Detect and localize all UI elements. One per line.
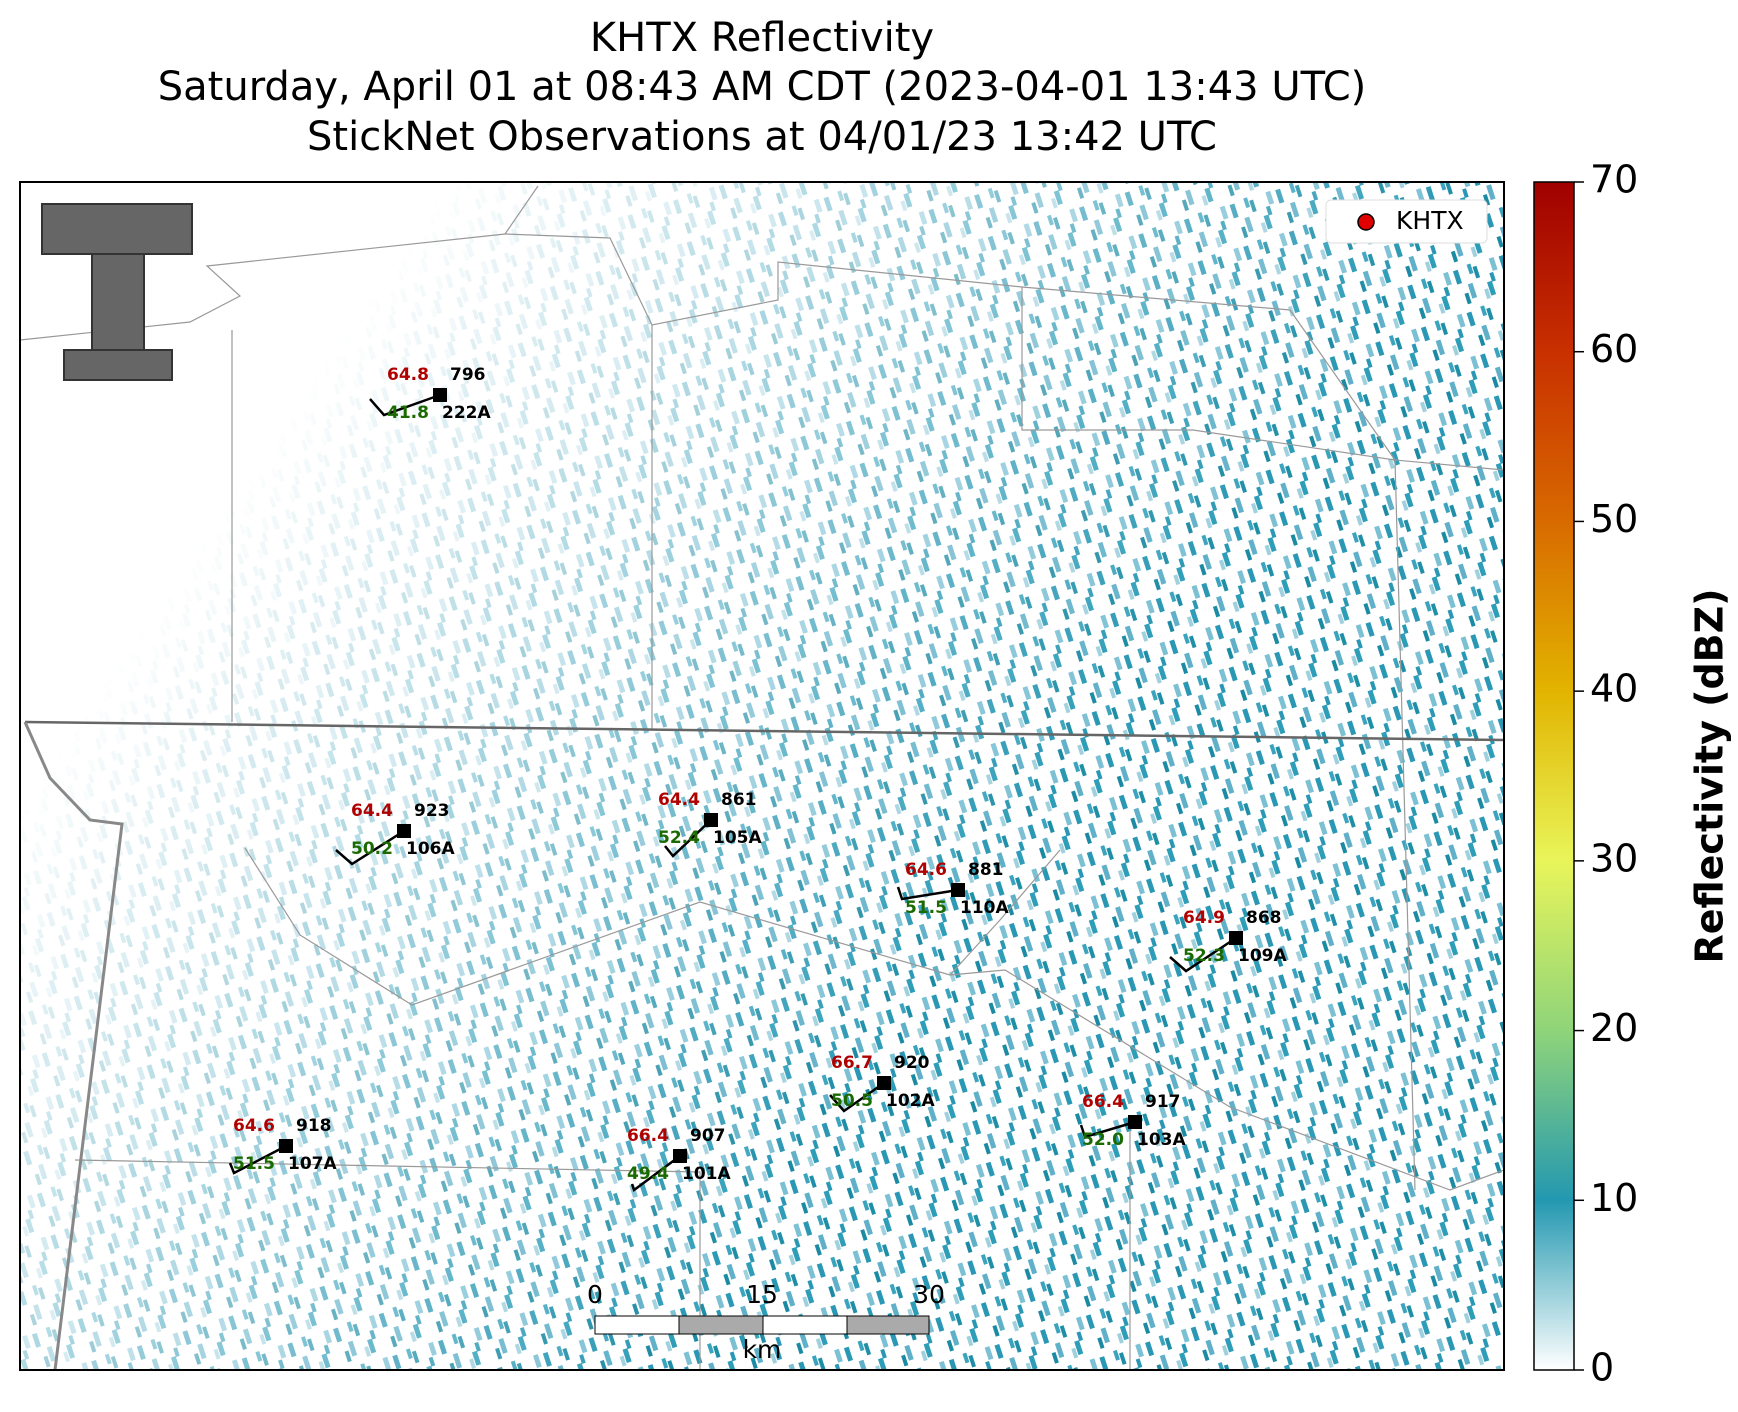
scale-unit: km bbox=[743, 1335, 782, 1364]
pressure: 868 bbox=[1246, 908, 1282, 928]
station-id: 106A bbox=[406, 839, 455, 859]
station-id: 107A bbox=[288, 1154, 337, 1174]
colorbar-tick-label: 60 bbox=[1590, 327, 1638, 371]
wind-barb bbox=[1169, 936, 1237, 973]
pressure: 918 bbox=[296, 1116, 332, 1136]
pressure: 920 bbox=[894, 1053, 930, 1073]
county-line bbox=[949, 849, 1061, 976]
station-id: 109A bbox=[1238, 946, 1287, 966]
county-line bbox=[504, 233, 1504, 471]
station-marker bbox=[397, 824, 411, 838]
station-id: 101A bbox=[682, 1164, 731, 1184]
temperature: 64.9 bbox=[1183, 908, 1225, 928]
wind-barb bbox=[369, 393, 441, 417]
map-frame bbox=[19, 181, 1505, 1371]
colorbar-tick-label: 50 bbox=[1590, 497, 1638, 541]
scale-segment bbox=[678, 1315, 764, 1335]
dewpoint: 52.0 bbox=[1082, 1130, 1124, 1150]
station-marker bbox=[433, 388, 447, 402]
dewpoint: 50.5 bbox=[831, 1091, 873, 1111]
stations: 64.8 796 41.8 222A 64.4 923 50.2 106A 64.4 861 52.… bbox=[228, 365, 1287, 1193]
colorbar-tick-label: 20 bbox=[1590, 1006, 1638, 1050]
state-line bbox=[23, 721, 124, 1370]
colorbar bbox=[1533, 181, 1575, 1371]
wind-barb bbox=[1079, 1120, 1136, 1139]
wind-barb bbox=[664, 819, 712, 858]
temperature: 64.6 bbox=[233, 1116, 275, 1136]
colorbar-tick-label: 40 bbox=[1590, 667, 1638, 711]
county-line bbox=[20, 185, 539, 341]
station-id: 110A bbox=[960, 898, 1009, 918]
colorbar-label: Reflectivity (dBZ) bbox=[1688, 588, 1732, 963]
wind-barb bbox=[228, 1144, 287, 1175]
station-id: 222A bbox=[442, 403, 491, 423]
pressure: 796 bbox=[450, 365, 486, 385]
scale-segment bbox=[762, 1315, 848, 1335]
dewpoint: 50.2 bbox=[351, 839, 393, 859]
scale-label: 30 bbox=[913, 1280, 945, 1309]
station-id: 105A bbox=[713, 828, 762, 848]
pressure: 861 bbox=[721, 790, 757, 810]
pressure: 881 bbox=[968, 860, 1004, 880]
wind-barb bbox=[630, 1154, 681, 1193]
reflectivity-field bbox=[20, 182, 1504, 1370]
pressure: 907 bbox=[690, 1126, 726, 1146]
station-marker bbox=[673, 1149, 687, 1163]
dewpoint: 52.3 bbox=[1183, 946, 1225, 966]
dewpoint: 52.4 bbox=[658, 828, 700, 848]
logo-bar bbox=[41, 203, 193, 255]
dewpoint: 51.5 bbox=[233, 1154, 275, 1174]
temperature: 64.4 bbox=[658, 790, 700, 810]
scale-bar: 0 15 30 km bbox=[587, 1280, 945, 1364]
scale-label: 0 bbox=[587, 1280, 603, 1309]
temperature: 66.4 bbox=[1082, 1092, 1124, 1112]
dewpoint: 41.8 bbox=[387, 403, 429, 423]
observation-time: StickNet Observations at 04/01/23 13:42 … bbox=[307, 114, 1217, 160]
station-id: 102A bbox=[886, 1091, 935, 1111]
dewpoint: 51.5 bbox=[905, 898, 947, 918]
logo bbox=[41, 203, 193, 381]
scale-segment bbox=[846, 1315, 930, 1335]
county-line bbox=[1021, 287, 1416, 1191]
legend-marker bbox=[1357, 213, 1375, 231]
dewpoint: 49.4 bbox=[627, 1164, 669, 1184]
temperature: 64.8 bbox=[387, 365, 429, 385]
temperature: 66.4 bbox=[627, 1126, 669, 1146]
pressure: 917 bbox=[1145, 1092, 1181, 1112]
station-marker bbox=[1128, 1115, 1142, 1129]
station-id: 103A bbox=[1137, 1130, 1186, 1150]
pressure: 923 bbox=[414, 801, 450, 821]
scale-label: 15 bbox=[746, 1280, 778, 1309]
legend: KHTX bbox=[1325, 199, 1488, 244]
station-marker bbox=[279, 1139, 293, 1153]
station-marker bbox=[704, 813, 718, 827]
temperature: 66.7 bbox=[831, 1053, 873, 1073]
station-marker bbox=[877, 1076, 891, 1090]
station-marker bbox=[1229, 931, 1243, 945]
title: KHTX Reflectivity bbox=[590, 15, 934, 61]
county-lines bbox=[20, 185, 1504, 1370]
subtitle: Saturday, April 01 at 08:43 AM CDT (2023… bbox=[158, 64, 1366, 110]
colorbar-tick-label: 10 bbox=[1590, 1176, 1638, 1220]
colorbar-tick-label: 0 bbox=[1590, 1346, 1614, 1390]
wind-barb bbox=[896, 886, 959, 901]
map-area bbox=[20, 182, 1504, 1370]
county-line bbox=[74, 1159, 701, 1370]
logo-base bbox=[63, 349, 173, 381]
legend-label: KHTX bbox=[1396, 206, 1464, 235]
station-marker bbox=[951, 883, 965, 897]
legend-box bbox=[1325, 199, 1488, 244]
wind-barb bbox=[829, 1081, 885, 1113]
temperature: 64.6 bbox=[905, 860, 947, 880]
scale-segment bbox=[594, 1315, 680, 1335]
colorbar-tick-label: 70 bbox=[1590, 158, 1638, 202]
temperature: 64.4 bbox=[351, 801, 393, 821]
colorbar-tick-label: 30 bbox=[1590, 836, 1638, 880]
state-line bbox=[24, 720, 1504, 742]
wind-barb bbox=[335, 829, 405, 866]
